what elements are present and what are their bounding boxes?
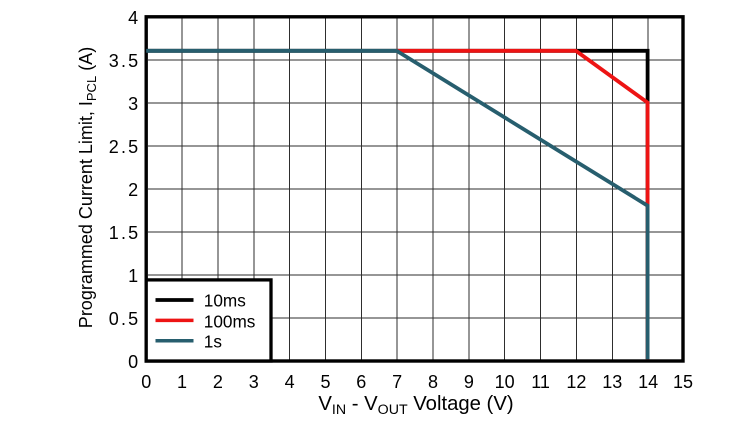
svg-text:2: 2 <box>128 180 140 200</box>
svg-text:3.5: 3.5 <box>109 51 141 71</box>
svg-text:10ms: 10ms <box>204 291 246 311</box>
svg-text:2: 2 <box>213 372 223 392</box>
svg-text:7: 7 <box>392 372 402 392</box>
svg-text:1: 1 <box>177 372 187 392</box>
svg-text:1: 1 <box>128 266 140 286</box>
svg-text:9: 9 <box>464 372 474 392</box>
svg-text:12: 12 <box>566 372 586 392</box>
svg-text:11: 11 <box>531 372 550 392</box>
svg-text:6: 6 <box>356 372 366 392</box>
svg-text:3: 3 <box>249 372 259 392</box>
svg-text:0: 0 <box>128 352 140 372</box>
svg-text:5: 5 <box>320 372 330 392</box>
svg-text:3: 3 <box>128 94 140 114</box>
svg-text:0: 0 <box>141 372 151 392</box>
svg-text:0.5: 0.5 <box>109 309 141 329</box>
svg-text:10: 10 <box>495 372 515 392</box>
svg-text:15: 15 <box>673 372 693 392</box>
svg-text:13: 13 <box>602 372 622 392</box>
svg-text:4: 4 <box>128 8 140 28</box>
svg-text:VIN - VOUT Voltage (V): VIN - VOUT Voltage (V) <box>318 393 513 418</box>
svg-text:8: 8 <box>428 372 438 392</box>
svg-text:1.5: 1.5 <box>109 223 141 243</box>
svg-text:100ms: 100ms <box>204 312 256 332</box>
svg-text:2.5: 2.5 <box>109 137 141 157</box>
svg-text:Programmed Current Limit, IPCL: Programmed Current Limit, IPCL (A) <box>76 47 99 328</box>
svg-text:4: 4 <box>285 372 295 392</box>
svg-text:1s: 1s <box>204 332 222 352</box>
svg-text:14: 14 <box>638 372 658 392</box>
